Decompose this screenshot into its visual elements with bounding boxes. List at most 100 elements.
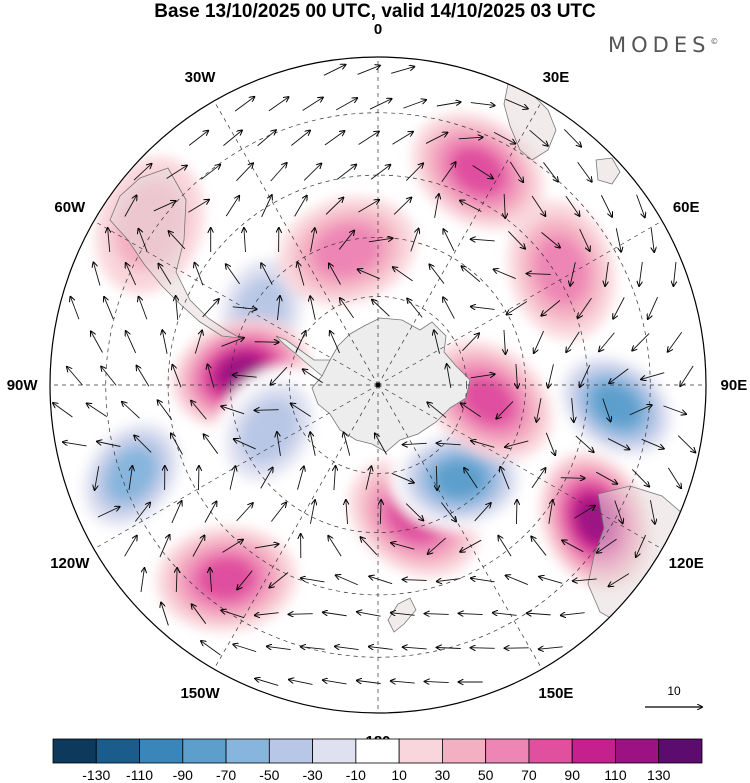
- wind-arrow: [407, 299, 423, 318]
- map-title: Base 13/10/2025 00 UTC, valid 14/10/2025…: [154, 1, 596, 22]
- wind-arrow: [527, 274, 551, 275]
- wind-arrow: [192, 604, 207, 624]
- wind-arrow: [126, 263, 137, 286]
- wind-arrow: [578, 297, 592, 318]
- reference-vector: 10: [645, 684, 702, 707]
- colorbar-label: -110: [126, 767, 153, 783]
- wind-arrow: [198, 466, 199, 491]
- wind-arrow: [425, 133, 447, 144]
- wind-arrow: [244, 228, 246, 253]
- wind-arrow: [291, 130, 310, 146]
- wind-arrow: [437, 579, 461, 582]
- antarctic-peninsula: [275, 335, 331, 377]
- wind-arrow: [122, 402, 140, 419]
- wind-arrow: [536, 398, 542, 422]
- wind-arrow: [221, 406, 245, 415]
- wind-arrow: [613, 297, 625, 318]
- brand-name: MODES: [608, 33, 711, 57]
- wind-arrow: [236, 163, 253, 181]
- wind-arrow: [391, 613, 415, 616]
- south-pole-marker: [375, 382, 381, 388]
- colorbar-swatch: [268, 738, 314, 764]
- wind-arrow: [153, 201, 176, 212]
- colorbar-swatch: [615, 738, 660, 764]
- colorbar-swatch: [485, 738, 530, 764]
- positive-center-south-indian: [508, 201, 615, 340]
- longitude-label: 30W: [185, 69, 217, 86]
- wind-arrow: [277, 296, 279, 320]
- wind-arrow: [531, 468, 546, 489]
- wind-arrow: [268, 97, 289, 112]
- wind-arrow: [648, 296, 659, 319]
- wind-arrow: [564, 129, 581, 146]
- wind-arrow: [124, 536, 137, 557]
- wind-arrow: [234, 97, 254, 112]
- wind-arrow: [171, 501, 182, 524]
- wind-arrow: [609, 368, 629, 383]
- colorbar-swatch: [658, 738, 703, 764]
- longitude-label: 60E: [673, 199, 700, 216]
- wind-arrow: [255, 410, 279, 411]
- wind-arrow: [529, 129, 548, 146]
- colorbar-swatch: [139, 738, 184, 764]
- wind-arrow: [234, 439, 256, 450]
- wind-arrow: [437, 443, 461, 445]
- wind-arrow: [222, 540, 243, 553]
- wind-arrow: [516, 363, 518, 388]
- wind-arrow: [194, 330, 202, 354]
- wind-arrow: [614, 500, 623, 524]
- wind-arrow: [140, 568, 144, 592]
- wind-arrow: [372, 300, 390, 317]
- wind-arrow: [493, 131, 515, 143]
- wind-arrow: [615, 228, 621, 251]
- wind-arrow: [172, 365, 182, 388]
- wind-arrow: [572, 398, 574, 422]
- wind-arrow: [108, 228, 110, 252]
- wind-arrow: [636, 194, 645, 218]
- wind-arrow: [357, 66, 380, 75]
- wind-arrow: [391, 67, 414, 74]
- wind-arrow: [324, 131, 345, 146]
- wind-arrow: [261, 195, 272, 218]
- wind-arrow: [500, 467, 510, 490]
- wind-arrow: [302, 98, 323, 111]
- wind-arrow: [208, 364, 215, 388]
- wind-arrow: [295, 331, 306, 354]
- wind-arrow: [176, 568, 177, 593]
- wind-arrow: [496, 401, 514, 418]
- wind-arrow: [403, 443, 427, 444]
- wind-arrow: [254, 544, 279, 549]
- wind-arrow: [440, 502, 456, 522]
- colorbar-swatch: [355, 738, 400, 764]
- wind-arrow: [580, 364, 591, 387]
- wind-arrow: [436, 102, 461, 107]
- colorbar-swatch: [441, 738, 487, 764]
- wind-arrow: [232, 307, 257, 309]
- wind-arrow: [425, 681, 449, 682]
- brand-logo: MODES©: [608, 33, 718, 57]
- map-border: [49, 56, 707, 714]
- wind-arrow: [301, 578, 325, 583]
- wind-arrow: [95, 466, 100, 490]
- reference-vector-label: 10: [667, 684, 681, 698]
- longitude-label: 150W: [180, 685, 220, 702]
- wind-arrow: [138, 229, 148, 252]
- wind-arrow: [504, 329, 505, 354]
- wind-arrow: [605, 262, 609, 286]
- wind-arrow: [602, 398, 611, 422]
- wind-arrow: [505, 98, 528, 108]
- wind-arrow: [460, 539, 482, 552]
- longitude-label: 90E: [721, 377, 748, 394]
- wind-arrow: [191, 401, 207, 420]
- wind-arrow: [289, 614, 313, 615]
- wind-arrow: [233, 375, 257, 377]
- wind-arrow: [403, 580, 427, 581]
- wind-arrow: [631, 469, 649, 486]
- wind-arrow: [229, 466, 235, 490]
- wind-arrow: [365, 466, 371, 490]
- wind-arrow: [574, 506, 595, 519]
- wind-arrow: [63, 442, 87, 447]
- colorbar-label: -90: [173, 767, 193, 783]
- wind-arrow: [405, 163, 423, 181]
- wind-arrow: [267, 646, 291, 649]
